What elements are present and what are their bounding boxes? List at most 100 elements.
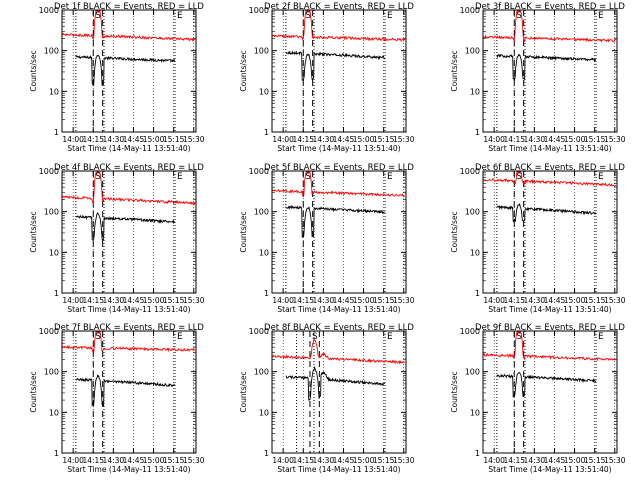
events-series-line [285,365,386,401]
axes-frame [61,170,197,294]
detector-panel: Det 5f BLACK = Events, RED = LLD 1 10 100 10… [239,163,415,314]
x-tick-label: 15:30 [183,296,205,305]
x-axis-label: Start Time (14-May-11 13:51:40) [277,305,400,314]
y-tick-label: 100 [465,208,480,217]
detector-panel: Det 2f BLACK = Events, RED = LLD 1 10 100 10… [239,2,415,153]
y-tick-label: 100 [44,368,59,377]
x-tick-label: 14:45 [544,456,566,465]
x-tick-label: 15:00 [564,296,586,305]
end-marker: E [387,332,393,342]
panel-title: Det 6f BLACK = Events, RED = LLD [475,163,625,173]
x-tick-label: 15:15 [163,135,185,144]
detector-panel: Det 3f BLACK = Events, RED = LLD 1 10 100 10… [450,2,626,153]
y-axis-label: Counts/sec [450,211,459,252]
y-tick-label: 1000 [249,167,269,176]
detector-panel: Det 7f BLACK = Events, RED = LLD 1 10 100 10… [29,323,205,474]
y-tick-label: 1000 [39,327,59,336]
axes-frame [61,9,197,133]
events-series-line [285,50,386,81]
detector-panel: Det 1f BLACK = Events, RED = LLD 1 10 100 10… [29,2,205,153]
x-tick-label: 14:15 [292,135,314,144]
y-axis-label: Counts/sec [450,371,459,412]
end-marker: E [387,11,393,21]
x-tick-label: 15:00 [353,296,375,305]
axes-frame [271,330,407,454]
lld-series-line [61,10,196,42]
panel-title: Det 8f BLACK = Events, RED = LLD [264,323,414,333]
panel-title: Det 9f BLACK = Events, RED = LLD [475,323,625,333]
y-tick-label: 1 [54,449,59,458]
y-axis-label: Counts/sec [29,371,38,412]
x-tick-label: 15:15 [584,135,606,144]
end-marker: E [598,11,604,21]
x-tick-label: 14:15 [503,456,525,465]
y-tick-label: 100 [465,368,480,377]
detector-panel: Det 8f BLACK = Events, RED = LLD 1 10 100 10… [239,323,415,474]
x-tick-label: 14:45 [544,135,566,144]
axes-frame [271,170,407,294]
y-tick-label: 10 [49,87,59,96]
panel-title: Det 5f BLACK = Events, RED = LLD [264,163,414,173]
y-axis-label: Counts/sec [239,211,248,252]
y-tick-label: 1 [264,128,269,137]
y-axis-label: Counts/sec [29,211,38,252]
start-marker: S [516,172,522,182]
y-tick-label: 1 [475,289,480,298]
lld-series-line [483,10,617,43]
x-tick-label: 15:00 [143,456,165,465]
events-series-line [75,374,176,407]
start-marker: S [95,332,101,342]
x-tick-label: 15:15 [584,296,606,305]
x-tick-label: 14:00 [62,296,84,305]
lld-series-line [483,171,617,187]
start-marker: S [312,332,318,342]
x-tick-label: 14:45 [333,135,355,144]
y-axis-label: Counts/sec [239,371,248,412]
x-tick-label: 14:15 [292,456,314,465]
start-marker: S [95,11,101,21]
x-axis-label: Start Time (14-May-11 13:51:40) [277,465,400,474]
y-tick-label: 1 [264,449,269,458]
x-tick-label: 14:15 [82,456,104,465]
y-tick-label: 10 [470,248,480,257]
y-tick-label: 10 [259,87,269,96]
start-marker: S [305,11,311,21]
x-tick-label: 14:30 [313,456,335,465]
x-tick-label: 15:30 [393,296,415,305]
end-marker: E [177,332,183,342]
start-marker: S [516,332,522,342]
detector-panel: Det 4f BLACK = Events, RED = LLD 1 10 100 10… [29,163,205,314]
x-tick-label: 15:15 [373,456,395,465]
x-tick-label: 15:30 [604,456,626,465]
x-tick-label: 15:30 [393,135,415,144]
lld-series-line [483,331,617,362]
x-tick-label: 14:00 [62,456,84,465]
panel-title: Det 3f BLACK = Events, RED = LLD [475,2,625,12]
x-tick-label: 14:45 [123,135,145,144]
x-tick-label: 14:30 [524,456,546,465]
x-tick-label: 14:15 [82,296,104,305]
x-axis-label: Start Time (14-May-11 13:51:40) [67,465,190,474]
x-tick-label: 14:00 [272,135,294,144]
x-tick-label: 14:15 [503,135,525,144]
start-marker: S [305,172,311,182]
x-tick-label: 14:00 [272,296,294,305]
x-tick-label: 14:45 [544,296,566,305]
x-tick-label: 14:00 [272,456,294,465]
y-tick-label: 1 [54,128,59,137]
start-marker: S [516,11,522,21]
y-tick-label: 1000 [460,6,480,15]
x-tick-label: 14:15 [292,296,314,305]
x-tick-label: 14:45 [123,456,145,465]
events-series-line [496,53,597,82]
x-tick-label: 15:30 [604,296,626,305]
x-tick-label: 14:15 [82,135,104,144]
y-tick-label: 10 [49,408,59,417]
lld-series-line [272,10,406,42]
y-tick-label: 1000 [249,6,269,15]
y-tick-label: 100 [254,368,269,377]
x-tick-label: 15:15 [163,456,185,465]
y-tick-label: 100 [254,208,269,217]
x-tick-label: 15:00 [353,135,375,144]
